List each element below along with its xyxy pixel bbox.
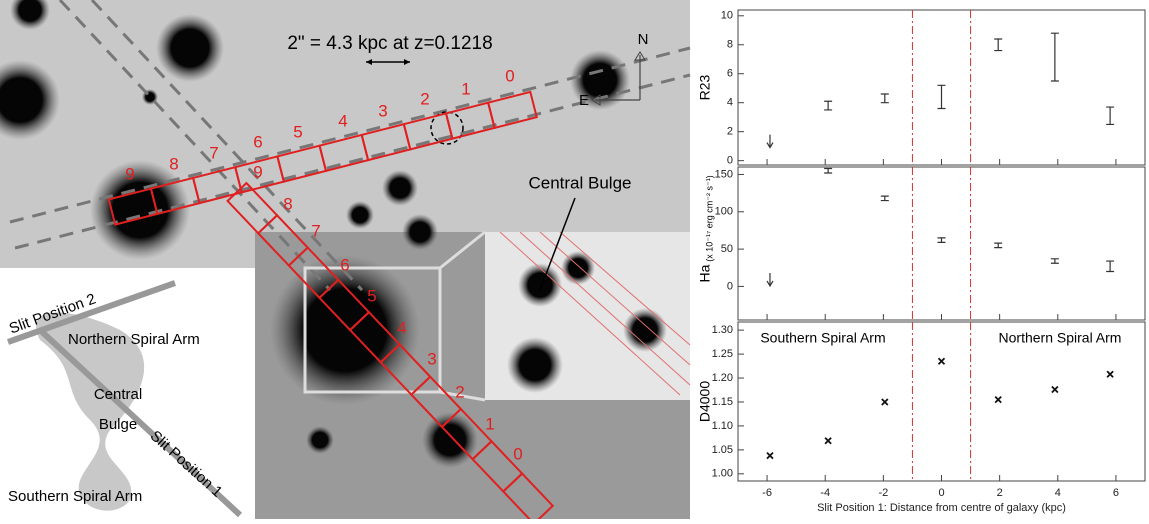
error-bar <box>937 237 946 243</box>
slit-number: 0 <box>513 444 522 463</box>
slit-number: 9 <box>253 162 262 181</box>
upper-limit-arrow <box>766 134 774 149</box>
panel-annotation: Northern Spiral Arm <box>999 330 1122 346</box>
y-axis-label: D4000 <box>697 381 713 422</box>
y-tick-label: 0 <box>727 280 733 292</box>
north-label: N <box>638 31 649 48</box>
x-tick-label: 6 <box>1113 487 1119 499</box>
slit-segment <box>501 472 555 524</box>
slit-number: 5 <box>293 122 302 141</box>
schematic-label: Central <box>94 386 142 403</box>
slit-number: 9 <box>125 164 134 183</box>
scale-label: 2" = 4.3 kpc at z=0.1218 <box>287 33 492 54</box>
slit-number: 4 <box>338 111 347 130</box>
error-bar <box>994 242 1003 249</box>
error-bar <box>824 100 833 111</box>
y-tick-label: 1.10 <box>712 420 733 432</box>
y-tick-label: 1.25 <box>712 348 733 360</box>
schematic-label: Northern Spiral Arm <box>68 331 200 348</box>
point <box>824 437 832 445</box>
panel-annotation: Southern Spiral Arm <box>760 330 885 346</box>
slit-number: 2 <box>420 89 429 108</box>
error-bar <box>937 84 946 110</box>
slit-number: 6 <box>253 132 262 151</box>
y-tick-label: 100 <box>715 206 733 218</box>
x-tick-label: 4 <box>1055 487 1061 499</box>
y-tick-label: 1.15 <box>712 396 733 408</box>
slit-number: 8 <box>283 194 292 213</box>
schematic-label: Southern Spiral Arm <box>8 488 142 505</box>
x-tick-label: -6 <box>762 487 772 499</box>
x-tick-label: -4 <box>820 487 830 499</box>
x-tick-label: 0 <box>938 487 944 499</box>
slit-number: 3 <box>378 101 387 120</box>
slit-number: 2 <box>455 382 464 401</box>
y-tick-label: 2 <box>727 126 733 138</box>
y-tick-label: 150 <box>715 168 733 180</box>
slit-number: 7 <box>311 221 320 240</box>
upper-limit-arrow <box>766 272 774 288</box>
y-axis-label: R23 <box>697 74 713 100</box>
error-bar <box>824 167 833 174</box>
slit-number: 1 <box>485 414 494 433</box>
error-bar <box>1050 32 1059 82</box>
error-bar <box>1106 260 1115 273</box>
y-tick-label: 1.20 <box>712 372 733 384</box>
slit-number: 6 <box>340 255 349 274</box>
y-tick-label: 8 <box>727 39 733 51</box>
east-label: E <box>579 92 589 109</box>
x-axis-label: Slit Position 1: Distance from centre of… <box>817 502 1066 514</box>
error-bar <box>1050 258 1059 264</box>
slit-number: 5 <box>367 286 376 305</box>
y-tick-label: 1.30 <box>712 324 733 336</box>
inset-label: Central Bulge <box>528 173 631 192</box>
x-tick-label: -2 <box>878 487 888 499</box>
y-tick-label: 1.00 <box>712 468 733 480</box>
sky-image <box>0 0 691 524</box>
point <box>937 357 946 365</box>
y-tick-label: 0 <box>727 155 733 167</box>
point <box>1106 370 1114 378</box>
point <box>1051 385 1059 394</box>
y-tick-label: 50 <box>721 243 733 255</box>
error-bar <box>880 195 889 202</box>
slit-segment <box>486 90 538 130</box>
slit-number: 4 <box>397 318 406 337</box>
y-tick-label: 1.05 <box>712 444 733 456</box>
x-tick-label: 2 <box>997 487 1003 499</box>
slit-number: 8 <box>169 154 178 173</box>
error-bar <box>880 93 889 104</box>
plot-frame <box>737 321 1146 482</box>
schematic-label: Bulge <box>99 416 137 433</box>
error-bar <box>994 38 1003 52</box>
y-axis-label: Ha <box>697 264 713 282</box>
y-tick-label: 6 <box>727 68 733 80</box>
point <box>881 398 889 406</box>
y-axis-units: (x 10⁻¹⁷ erg cm⁻² s⁻¹) <box>704 175 714 262</box>
y-tick-label: 4 <box>727 97 733 109</box>
point <box>766 451 774 460</box>
point <box>994 395 1002 404</box>
plot-frame <box>737 166 1146 321</box>
slit-number: 3 <box>427 349 436 368</box>
y-tick-label: 10 <box>721 10 733 22</box>
slit-number: 0 <box>505 66 514 85</box>
slit-number: 1 <box>461 79 470 98</box>
error-bar <box>1106 106 1115 126</box>
slit-number: 7 <box>209 143 218 162</box>
